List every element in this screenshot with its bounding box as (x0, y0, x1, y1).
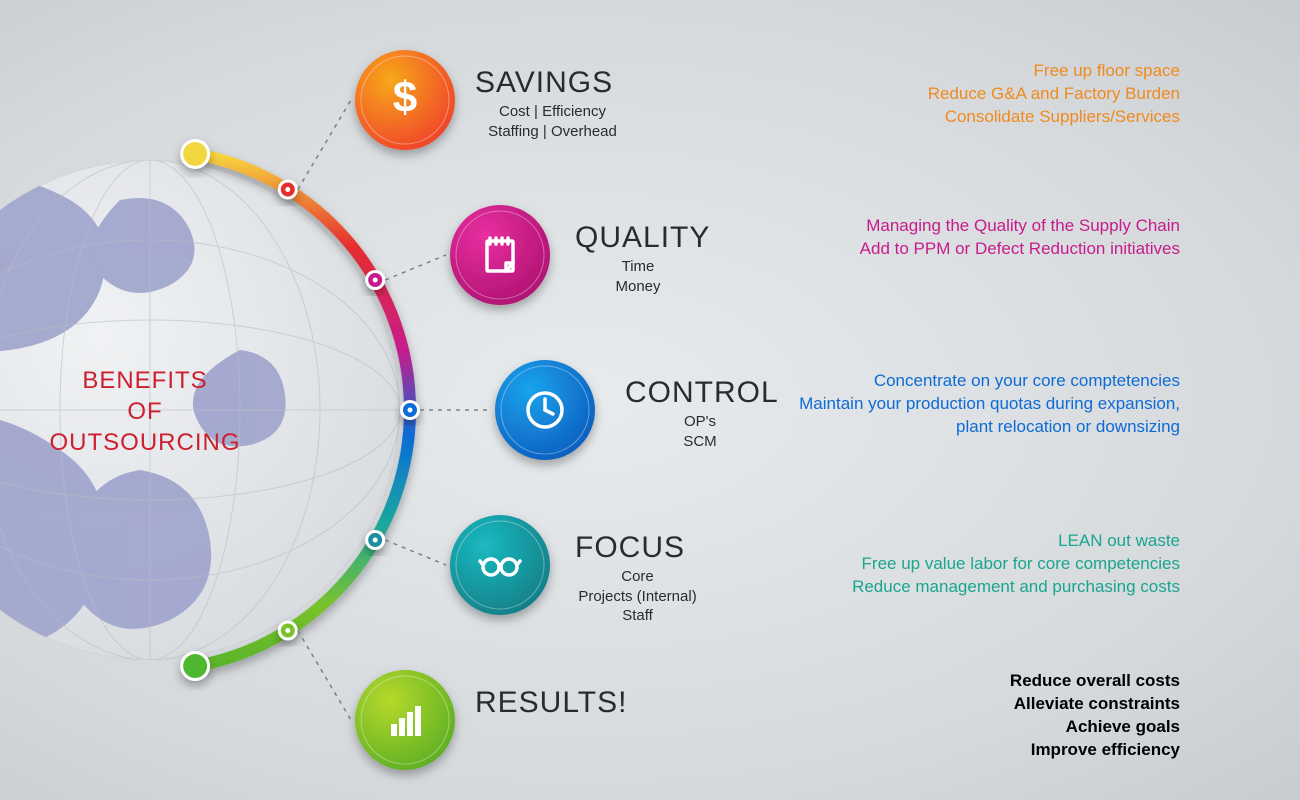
connector-focus (385, 540, 446, 565)
control-detail-line: Maintain your production quotas during e… (760, 393, 1180, 439)
arc-end-top (183, 142, 207, 166)
quality-detail-line: Managing the Quality of the Supply Chain (760, 215, 1180, 238)
focus-icon-circle (450, 515, 550, 615)
results-icon-circle (355, 670, 455, 770)
savings-icon-circle: $ (355, 50, 455, 150)
focus-title: FOCUS (575, 531, 685, 565)
savings-detail-line: Consolidate Suppliers/Services (760, 106, 1180, 129)
infographic-stage: $ BENEFITS OF OUTSOURCING SAVINGSCost | … (0, 0, 1300, 800)
savings-subtitle: Cost | EfficiencyStaffing | Overhead (475, 102, 630, 141)
focus-detail-line: Free up value labor for core competencie… (760, 553, 1180, 576)
arc-node-control (408, 408, 413, 413)
focus-subtitle: CoreProjects (Internal)Staff (565, 567, 710, 626)
arc-node-results (285, 628, 290, 633)
results-details: Reduce overall costsAlleviate constraint… (760, 670, 1180, 762)
connector-quality (385, 255, 446, 280)
globe-title-line: OF (45, 396, 245, 427)
quality-detail-line: Add to PPM or Defect Reduction initiativ… (760, 238, 1180, 261)
globe-title-line: BENEFITS (45, 365, 245, 396)
arc-node-savings (285, 187, 290, 192)
svg-text:$: $ (393, 73, 417, 122)
quality-subtitle: TimeMoney (598, 257, 678, 296)
control-icon-circle (495, 360, 595, 460)
focus-details: LEAN out wasteFree up value labor for co… (760, 530, 1180, 599)
arc-end-bottom (183, 654, 207, 678)
control-details: Concentrate on your core comptetenciesMa… (760, 370, 1180, 439)
quality-title: QUALITY (575, 221, 710, 255)
results-detail-line: Achieve goals (760, 716, 1180, 739)
control-title: CONTROL (625, 376, 779, 410)
globe-title-line: OUTSOURCING (45, 427, 245, 458)
arc-node-quality (373, 278, 378, 283)
results-detail-line: Improve efficiency (760, 739, 1180, 762)
quality-details: Managing the Quality of the Supply Chain… (760, 215, 1180, 261)
savings-detail-line: Reduce G&A and Factory Burden (760, 83, 1180, 106)
arc-node-focus (373, 538, 378, 543)
focus-detail-line: LEAN out waste (760, 530, 1180, 553)
results-detail-line: Alleviate constraints (760, 693, 1180, 716)
globe-title: BENEFITS OF OUTSOURCING (45, 365, 245, 459)
focus-detail-line: Reduce management and purchasing costs (760, 576, 1180, 599)
quality-icon-circle (450, 205, 550, 305)
results-title: RESULTS! (475, 686, 627, 720)
connector-savings (298, 100, 351, 190)
control-subtitle: OP'sSCM (660, 412, 740, 451)
savings-details: Free up floor spaceReduce G&A and Factor… (760, 60, 1180, 129)
savings-title: SAVINGS (475, 66, 613, 100)
control-detail-line: Concentrate on your core comptetencies (760, 370, 1180, 393)
connector-results (298, 630, 351, 720)
dollar-icon: $ (393, 73, 417, 122)
savings-detail-line: Free up floor space (760, 60, 1180, 83)
results-detail-line: Reduce overall costs (760, 670, 1180, 693)
